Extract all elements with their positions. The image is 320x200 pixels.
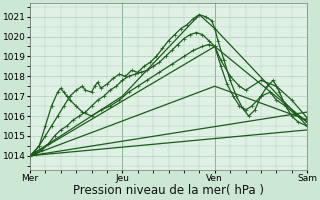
X-axis label: Pression niveau de la mer( hPa ): Pression niveau de la mer( hPa ) xyxy=(73,184,264,197)
